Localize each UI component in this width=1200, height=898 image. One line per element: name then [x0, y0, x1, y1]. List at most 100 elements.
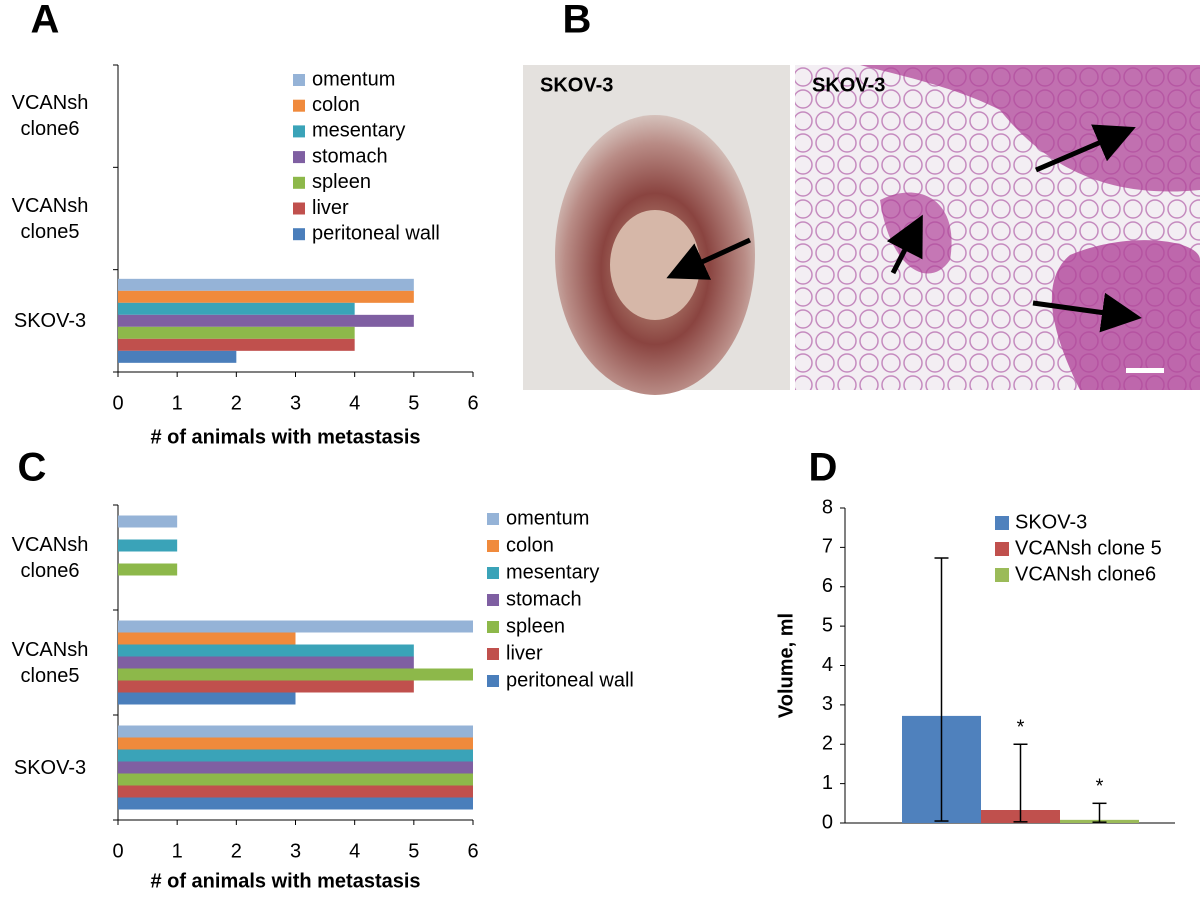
significance-mark: *: [1096, 776, 1104, 798]
legend-swatch: [293, 228, 305, 241]
legend-swatch: [293, 176, 305, 189]
y-tick-label: 3: [822, 693, 833, 715]
x-tick-label: 5: [408, 392, 419, 414]
panel-label: D: [809, 446, 838, 490]
x-tick-label: 1: [172, 840, 183, 862]
legend-swatch: [995, 516, 1009, 530]
legend-swatch: [293, 99, 305, 112]
bar: [118, 338, 355, 351]
x-tick-label: 4: [349, 392, 360, 414]
x-tick-label: 6: [467, 840, 478, 862]
bar: [118, 314, 414, 327]
y-axis-title: Volume, ml: [775, 613, 797, 718]
x-tick-label: 0: [112, 392, 123, 414]
bar: [118, 692, 296, 705]
photo-label: SKOV-3: [540, 74, 613, 96]
legend-swatch: [293, 74, 305, 86]
legend-swatch: [293, 125, 305, 138]
legend-label: colon: [506, 534, 554, 556]
x-tick-label: 6: [467, 392, 478, 414]
x-tick-label: 2: [231, 392, 242, 414]
bar: [118, 680, 414, 693]
photo-histology: [795, 65, 1200, 390]
legend-swatch: [293, 202, 305, 215]
x-tick-label: 5: [408, 840, 419, 862]
legend-label: colon: [312, 94, 360, 116]
y-tick-label: SKOV-3: [13, 309, 87, 332]
bar: [118, 749, 473, 762]
bar: [118, 302, 355, 315]
legend-label: VCANsh clone 5: [1015, 537, 1162, 559]
y-tick-label: 7: [822, 536, 833, 558]
bar: [118, 278, 414, 291]
bar: [118, 656, 414, 669]
legend-label: omentum: [506, 507, 589, 529]
legend-swatch: [487, 567, 499, 579]
legend-swatch: [995, 568, 1009, 582]
legend-label: spleen: [312, 171, 371, 193]
legend-label: liver: [312, 197, 349, 219]
x-tick-label: 0: [112, 840, 123, 862]
bar: [118, 737, 473, 750]
bar: [118, 632, 296, 645]
y-tick-label: 8: [822, 496, 833, 518]
legend-label: liver: [506, 642, 543, 664]
x-tick-label: 3: [290, 392, 301, 414]
legend-swatch: [995, 542, 1009, 556]
y-tick-label: VCANsh clone5: [11, 638, 89, 687]
bar: [118, 785, 473, 798]
legend-swatch: [487, 513, 499, 525]
bar: [118, 515, 178, 528]
y-tick-label: 6: [822, 575, 833, 597]
bar: [118, 761, 473, 774]
bar: [118, 725, 473, 738]
legend-label: mesentary: [506, 561, 599, 583]
legend-label: VCANsh clone6: [1015, 563, 1156, 585]
x-tick-label: 2: [231, 840, 242, 862]
y-tick-label: 5: [822, 614, 833, 636]
y-tick-label: VCANsh clone6: [11, 92, 89, 141]
legend-label: peritoneal wall: [506, 669, 634, 691]
bar: [118, 350, 237, 363]
x-axis-title: # of animals with metastasis: [150, 870, 420, 892]
legend-label: mesentary: [312, 120, 405, 142]
y-tick-label: VCANsh clone5: [11, 194, 89, 243]
bar: [118, 563, 178, 576]
legend-swatch: [293, 151, 305, 164]
bar: [118, 668, 473, 681]
legend-label: peritoneal wall: [312, 222, 440, 244]
y-tick-label: SKOV-3: [13, 756, 87, 779]
bar: [118, 290, 414, 303]
y-tick-label: 0: [822, 811, 833, 833]
x-tick-label: 4: [349, 840, 360, 862]
legend-swatch: [487, 621, 499, 633]
bar: [118, 644, 414, 657]
bar: [118, 797, 473, 810]
legend-label: stomach: [506, 588, 582, 610]
legend-label: SKOV-3: [1015, 511, 1087, 533]
x-tick-label: 3: [290, 840, 301, 862]
legend-label: stomach: [312, 145, 388, 167]
panel-label: A: [31, 0, 60, 42]
legend-swatch: [487, 648, 499, 660]
x-tick-label: 1: [172, 392, 183, 414]
legend-swatch: [487, 675, 499, 687]
bar: [118, 773, 473, 786]
y-tick-label: 2: [822, 733, 833, 755]
y-tick-label: VCANsh clone6: [11, 533, 89, 582]
x-axis-title: # of animals with metastasis: [150, 426, 420, 448]
panel-label: B: [563, 0, 592, 42]
legend-label: spleen: [506, 615, 565, 637]
bar: [118, 326, 355, 339]
legend-label: omentum: [312, 68, 395, 90]
legend-swatch: [487, 594, 499, 606]
significance-mark: *: [1017, 717, 1025, 739]
bar: [118, 539, 178, 552]
photo-gross: [523, 65, 790, 395]
legend-swatch: [487, 540, 499, 552]
photo-label: SKOV-3: [812, 74, 885, 96]
y-tick-label: 1: [822, 772, 833, 794]
panel-label: C: [18, 446, 47, 490]
